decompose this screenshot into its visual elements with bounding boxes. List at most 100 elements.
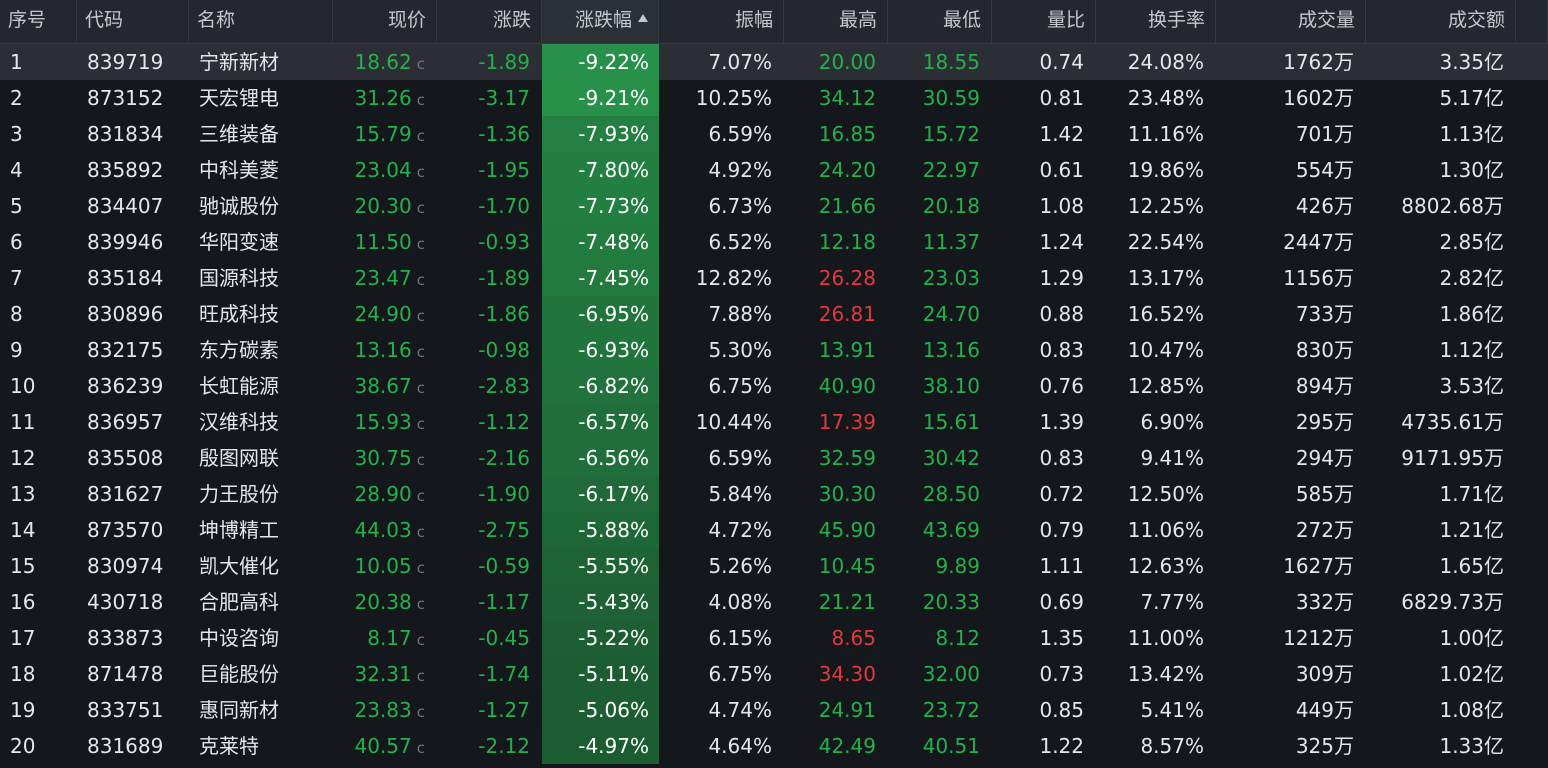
cell-value: -1.89 (478, 266, 530, 290)
column-header-amount[interactable]: 成交额 (1366, 0, 1516, 44)
cell-turnover-rate: 13.17% (1096, 260, 1216, 296)
row-filler (1516, 116, 1548, 152)
cell-value: -7.45% (578, 266, 649, 290)
cell-index: 8 (0, 296, 77, 332)
cell-volume: 830万 (1216, 332, 1366, 368)
cell-change: -1.86 (437, 296, 542, 332)
column-header-code[interactable]: 代码 (77, 0, 189, 44)
table-row[interactable]: 13 831627 力王股份 28.90 c -1.90 -6.17% 5.84% 30.30 2… (0, 476, 1548, 512)
cell-value: 5 (10, 194, 23, 218)
cell-value: 13.16 (354, 338, 412, 362)
column-header-amplitude[interactable]: 振幅 (659, 0, 784, 44)
table-row[interactable]: 10 836239 长虹能源 38.67 c -2.83 -6.82% 6.75% 40.90 3… (0, 368, 1548, 404)
table-row[interactable]: 5 834407 驰诚股份 20.30 c -1.70 -7.73% 6.73% 21.66 20… (0, 188, 1548, 224)
cell-value: 28.90 (354, 482, 412, 506)
cell-value: 31.26 (354, 86, 412, 110)
column-header-price[interactable]: 现价 (333, 0, 437, 44)
table-row[interactable]: 9 832175 东方碳素 13.16 c -0.98 -6.93% 5.30% 13.91 13… (0, 332, 1548, 368)
cell-value: 12.18 (818, 230, 876, 254)
cell-price: 13.16 c (333, 332, 437, 368)
cell-value: -2.16 (478, 446, 530, 470)
cell-value: 13.42% (1127, 662, 1204, 686)
cell-value: 835184 (87, 266, 164, 290)
cell-value: 6.59% (708, 122, 772, 146)
cell-amplitude: 4.74% (659, 692, 784, 728)
table-row[interactable]: 4 835892 中科美菱 23.04 c -1.95 -7.80% 4.92% 24.20 22… (0, 152, 1548, 188)
table-row[interactable]: 12 835508 殷图网联 30.75 c -2.16 -6.56% 6.59% 32.59 3… (0, 440, 1548, 476)
cell-name: 旺成科技 (189, 296, 333, 332)
cell-amplitude: 5.26% (659, 548, 784, 584)
cell-change-pct: -5.11% (542, 656, 659, 692)
cell-change: -1.89 (437, 44, 542, 80)
table-row[interactable]: 8 830896 旺成科技 24.90 c -1.86 -6.95% 7.88% 26.81 24… (0, 296, 1548, 332)
table-row[interactable]: 1 839719 宁新新材 18.62 c -1.89 -9.22% 7.07% 20.00 18… (0, 44, 1548, 80)
price-flag: c (416, 487, 425, 505)
column-header-volume[interactable]: 成交量 (1216, 0, 1366, 44)
column-header-index[interactable]: 序号 (0, 0, 77, 44)
cell-volume-ratio: 0.61 (992, 152, 1096, 188)
cell-volume: 1602万 (1216, 80, 1366, 116)
cell-turnover-rate: 12.50% (1096, 476, 1216, 512)
table-row[interactable]: 7 835184 国源科技 23.47 c -1.89 -7.45% 12.82% 26.28 2… (0, 260, 1548, 296)
column-header-turnover-rate[interactable]: 换手率 (1096, 0, 1216, 44)
column-header-name[interactable]: 名称 (189, 0, 333, 44)
cell-volume-ratio: 0.76 (992, 368, 1096, 404)
table-row[interactable]: 19 833751 惠同新材 23.83 c -1.27 -5.06% 4.74% 24.91 2… (0, 692, 1548, 728)
cell-turnover-rate: 9.41% (1096, 440, 1216, 476)
cell-value: 汉维科技 (199, 410, 279, 434)
cell-value: 1602万 (1283, 86, 1354, 110)
cell-code: 834407 (77, 188, 189, 224)
table-row[interactable]: 2 873152 天宏锂电 31.26 c -3.17 -9.21% 10.25% 34.12 3… (0, 80, 1548, 116)
table-row[interactable]: 18 871478 巨能股份 32.31 c -1.74 -5.11% 6.75% 34.30 3… (0, 656, 1548, 692)
column-header-label: 量比 (1046, 9, 1085, 31)
table-row[interactable]: 17 833873 中设咨询 8.17 c -0.45 -5.22% 6.15% 8.65 8.1… (0, 620, 1548, 656)
table-row[interactable]: 11 836957 汉维科技 15.93 c -1.12 -6.57% 10.44% 17.39… (0, 404, 1548, 440)
cell-value: -7.80% (578, 158, 649, 182)
cell-amplitude: 4.08% (659, 584, 784, 620)
cell-turnover-rate: 16.52% (1096, 296, 1216, 332)
cell-value: 8 (10, 302, 23, 326)
table-row[interactable]: 16 430718 合肥高科 20.38 c -1.17 -5.43% 4.08% 21.21 2… (0, 584, 1548, 620)
cell-value: 3 (10, 122, 23, 146)
cell-amplitude: 5.30% (659, 332, 784, 368)
cell-high: 42.49 (784, 728, 888, 764)
cell-amount: 2.82亿 (1366, 260, 1516, 296)
column-header-volume-ratio[interactable]: 量比 (992, 0, 1096, 44)
cell-value: 309万 (1295, 662, 1354, 686)
cell-amount: 5.17亿 (1366, 80, 1516, 116)
cell-turnover-rate: 6.90% (1096, 404, 1216, 440)
column-header-label: 涨跌 (492, 9, 531, 31)
cell-value: 20.00 (818, 50, 876, 74)
cell-value: 三维装备 (199, 122, 279, 146)
cell-value: 13.16 (922, 338, 980, 362)
cell-value: -5.11% (578, 662, 649, 686)
price-flag: c (416, 163, 425, 181)
cell-value: 11.37 (922, 230, 980, 254)
column-header-low[interactable]: 最低 (888, 0, 992, 44)
table-row[interactable]: 20 831689 克莱特 40.57 c -2.12 -4.97% 4.64% 42.49 40… (0, 728, 1548, 764)
cell-value: 1627万 (1283, 554, 1354, 578)
column-header-high[interactable]: 最高 (784, 0, 888, 44)
table-row[interactable]: 6 839946 华阳变速 11.50 c -0.93 -7.48% 6.52% 12.18 11… (0, 224, 1548, 260)
cell-value: 23.48% (1127, 86, 1204, 110)
cell-value: 9.41% (1140, 446, 1204, 470)
cell-value: 449万 (1295, 698, 1354, 722)
cell-value: 1.08亿 (1439, 698, 1504, 722)
cell-value: 45.90 (818, 518, 876, 542)
cell-value: 7.07% (708, 50, 772, 74)
column-header-change[interactable]: 涨跌 (437, 0, 542, 44)
cell-value: 17.39 (818, 410, 876, 434)
cell-value: 19 (10, 698, 36, 722)
cell-value: 10.25% (695, 86, 772, 110)
table-row[interactable]: 14 873570 坤博精工 44.03 c -2.75 -5.88% 4.72% 45.90 4… (0, 512, 1548, 548)
cell-name: 中科美菱 (189, 152, 333, 188)
column-header-change-pct[interactable]: 涨跌幅 (542, 0, 659, 44)
table-row[interactable]: 15 830974 凯大催化 10.05 c -0.59 -5.55% 5.26% 10.45 9… (0, 548, 1548, 584)
cell-index: 7 (0, 260, 77, 296)
cell-value: 19.86% (1127, 158, 1204, 182)
cell-code: 831689 (77, 728, 189, 764)
table-row[interactable]: 3 831834 三维装备 15.79 c -1.36 -7.93% 6.59% 16.85 15… (0, 116, 1548, 152)
cell-value: 21.21 (818, 590, 876, 614)
cell-change: -1.89 (437, 260, 542, 296)
cell-volume: 1212万 (1216, 620, 1366, 656)
